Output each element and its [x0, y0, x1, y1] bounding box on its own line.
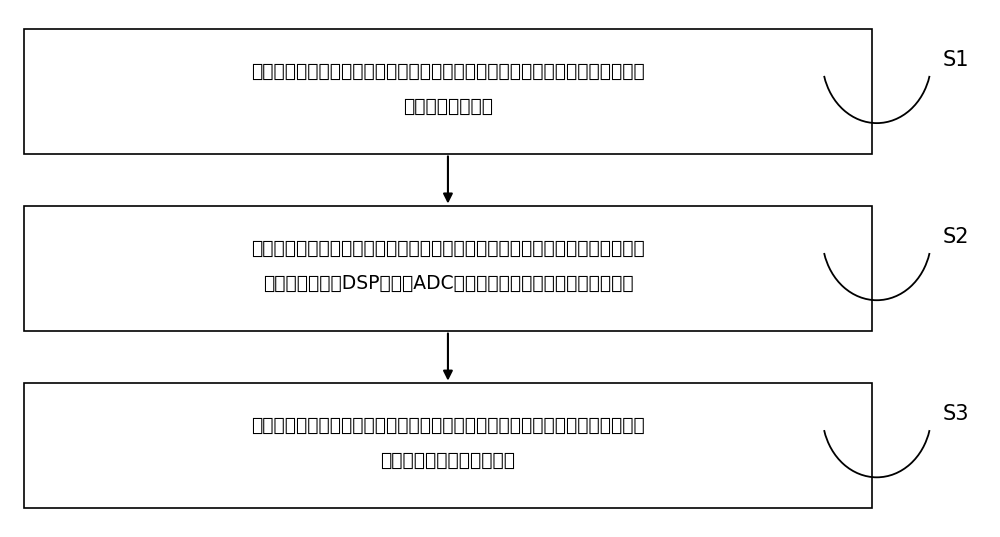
Text: S3: S3	[943, 404, 969, 424]
Bar	[24, 30, 872, 154]
Text: 基于待测相干光模块工作的调制码型和信号波特率，计算所述待测相干光模块所: 基于待测相干光模块工作的调制码型和信号波特率，计算所述待测相干光模块所	[251, 62, 645, 81]
Text: 待测相干光模块DSP接收端ADC检测的数据，计算等效误差矢量幅度: 待测相干光模块DSP接收端ADC检测的数据，计算等效误差矢量幅度	[263, 274, 633, 293]
Text: S1: S1	[943, 50, 969, 70]
Text: 光模块激光器相位噪声合格: 光模块激光器相位噪声合格	[380, 451, 515, 470]
Bar	[24, 206, 872, 331]
Text: 需的有效光纤长度: 需的有效光纤长度	[403, 97, 493, 115]
Text: 在所述等效误差矢量幅度和误差矢量幅度门限的差値在预设范围内时，判定相干: 在所述等效误差矢量幅度和误差矢量幅度门限的差値在预设范围内时，判定相干	[251, 416, 645, 435]
Text: 利用可调光纤长度控制器将光纤长度调整到有效光纤长度以进行短纤测试，提取: 利用可调光纤长度控制器将光纤长度调整到有效光纤长度以进行短纤测试，提取	[251, 239, 645, 258]
Bar	[24, 383, 872, 507]
Text: S2: S2	[943, 227, 969, 247]
